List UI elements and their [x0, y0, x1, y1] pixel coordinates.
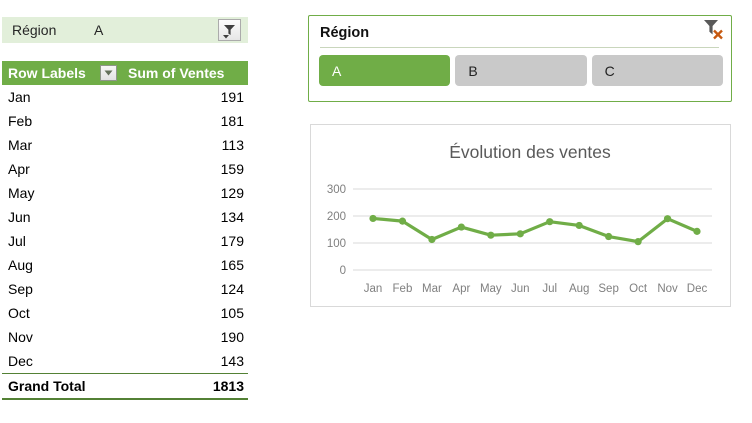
- slicer-item-b[interactable]: B: [455, 55, 587, 86]
- y-axis-tick-label: 200: [327, 211, 346, 223]
- table-row: May 129: [2, 181, 248, 205]
- table-row: Dec 143: [2, 349, 248, 373]
- table-row: Nov 190: [2, 325, 248, 349]
- row-value-cell: 159: [220, 161, 244, 177]
- x-axis-tick-label: Nov: [657, 283, 678, 295]
- x-axis-tick-label: Aug: [569, 283, 589, 295]
- x-axis-tick-label: Dec: [687, 283, 708, 295]
- row-label-cell: Mar: [8, 137, 33, 153]
- x-axis-tick-label: Apr: [452, 283, 470, 295]
- pivot-col-row-labels: Row Labels: [8, 65, 86, 81]
- x-axis-tick-label: May: [480, 283, 502, 295]
- row-label-cell: Dec: [8, 353, 33, 369]
- slicer-header-divider: [320, 47, 719, 48]
- table-row: Jan 191: [2, 85, 248, 109]
- row-label-cell: Apr: [8, 161, 30, 177]
- row-label-cell: Oct: [8, 305, 30, 321]
- y-axis-tick-label: 100: [327, 238, 346, 250]
- funnel-icon: [219, 24, 240, 39]
- chart-point-marker: [369, 214, 377, 223]
- chart-point-marker: [546, 218, 554, 226]
- row-label-cell: Feb: [8, 113, 33, 129]
- chart-title: Évolution des ventes: [449, 142, 611, 162]
- row-label-cell: Jan: [8, 89, 31, 105]
- grand-total-label: Grand Total: [8, 378, 86, 394]
- table-row: Aug 165: [2, 253, 248, 277]
- sales-chart-svg: 0 100 200 300 Jan Feb Mar Apr May Jun Jul Aug Sep Oct…: [327, 142, 712, 295]
- clear-filter-button[interactable]: [699, 17, 727, 45]
- row-value-cell: 105: [220, 305, 244, 321]
- chart-point-marker: [428, 235, 436, 244]
- table-row: Sep 124: [2, 277, 248, 301]
- pivot-col-sum-of-ventes: Sum of Ventes: [128, 65, 225, 81]
- row-label-cell: Jun: [8, 209, 31, 225]
- chart-point-marker: [663, 215, 672, 223]
- slicer-item-a[interactable]: A: [319, 55, 451, 86]
- row-label-cell: Aug: [8, 257, 33, 273]
- row-label-cell: May: [8, 185, 35, 201]
- row-value-cell: 179: [220, 233, 244, 249]
- chart-point-marker: [516, 230, 524, 238]
- pivot-body: Jan 191 Feb 181 Mar 113 Apr 159 May 129 Jun 134 Jul 1…: [2, 85, 248, 373]
- row-value-cell: 143: [220, 353, 244, 369]
- report-filter-row: Région A: [2, 17, 248, 43]
- slicer-title: Région: [320, 25, 370, 41]
- chart-line-series: [371, 216, 699, 244]
- x-axis-tick-label: Sep: [598, 283, 618, 295]
- filter-value[interactable]: A: [94, 22, 104, 38]
- row-value-cell: 134: [220, 209, 244, 225]
- chart-point-marker: [605, 232, 613, 241]
- row-label-cell: Sep: [8, 281, 33, 297]
- table-row: Feb 181: [2, 109, 248, 133]
- table-row: Mar 113: [2, 133, 248, 157]
- row-value-cell: 191: [220, 89, 244, 105]
- x-axis-tick-label: Feb: [393, 283, 413, 295]
- pivot-header-row: Row Labels Sum of Ventes: [2, 61, 248, 85]
- chart-point-marker: [457, 223, 465, 231]
- table-row: Apr 159: [2, 157, 248, 181]
- table-row: Jul 179: [2, 229, 248, 253]
- dropdown-arrow-icon: [101, 70, 116, 76]
- filter-field-label: Région: [12, 22, 57, 38]
- x-axis-tick-label: Jun: [511, 283, 530, 295]
- row-value-cell: 124: [220, 281, 244, 297]
- x-axis-tick-label: Oct: [629, 283, 648, 295]
- slicer-item-c[interactable]: C: [591, 55, 723, 86]
- chart-point-marker: [398, 217, 407, 225]
- pivot-grand-total-row: Grand Total 1813: [2, 373, 248, 400]
- table-row: Oct 105: [2, 301, 248, 325]
- y-axis-tick-label: 0: [340, 265, 346, 277]
- pivot-table: Row Labels Sum of Ventes Jan 191 Feb 181 Mar…: [2, 61, 248, 400]
- row-value-cell: 113: [221, 137, 244, 153]
- clear-filter-icon: [701, 19, 725, 45]
- row-label-cell: Jul: [8, 233, 26, 249]
- chart-point-marker: [487, 231, 495, 239]
- chart-point-marker: [634, 238, 642, 246]
- row-value-cell: 190: [220, 329, 244, 345]
- row-labels-dropdown-button[interactable]: [100, 65, 117, 81]
- x-axis-tick-label: Jul: [542, 283, 557, 295]
- chart-point-marker: [693, 227, 701, 235]
- chart-point-marker: [575, 221, 583, 230]
- row-value-cell: 165: [220, 257, 244, 273]
- sales-chart: 0 100 200 300 Jan Feb Mar Apr May Jun Jul Aug Sep Oct…: [310, 124, 731, 307]
- x-axis-tick-label: Mar: [422, 283, 442, 295]
- row-value-cell: 181: [220, 113, 244, 129]
- table-row: Jun 134: [2, 205, 248, 229]
- row-label-cell: Nov: [8, 329, 33, 345]
- filter-dropdown-button[interactable]: [218, 19, 241, 41]
- row-value-cell: 129: [220, 185, 244, 201]
- y-axis-tick-label: 300: [327, 184, 346, 196]
- grand-total-value: 1813: [212, 378, 244, 394]
- x-axis-tick-label: Jan: [364, 283, 383, 295]
